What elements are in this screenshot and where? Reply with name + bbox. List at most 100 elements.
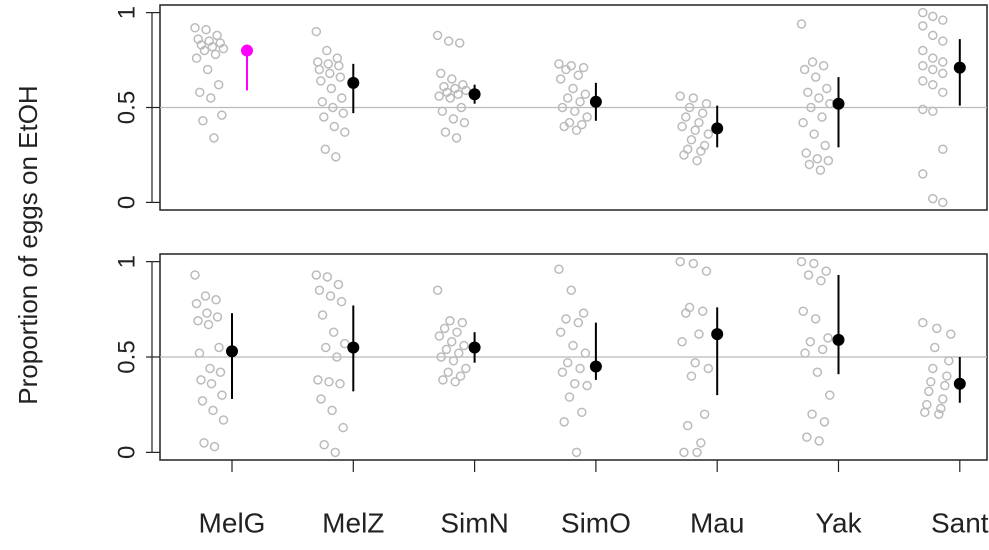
data-point xyxy=(934,409,944,419)
data-point xyxy=(561,314,571,324)
data-point xyxy=(217,390,227,400)
data-point xyxy=(930,342,940,353)
data-point xyxy=(928,193,938,204)
data-point xyxy=(206,93,216,103)
data-point xyxy=(577,407,587,418)
data-point xyxy=(324,377,334,387)
data-point xyxy=(690,357,700,368)
data-point xyxy=(333,279,344,290)
data-point xyxy=(311,26,322,37)
data-point xyxy=(340,127,350,137)
data-point xyxy=(703,129,714,139)
data-point xyxy=(697,306,708,316)
data-point xyxy=(701,98,712,109)
data-point xyxy=(804,159,815,170)
data-point xyxy=(928,106,938,117)
data-point xyxy=(212,312,223,322)
data-point xyxy=(194,87,205,98)
data-point xyxy=(562,93,573,103)
y-tick-label: 0.5 xyxy=(113,340,140,373)
data-point xyxy=(928,79,938,90)
data-point xyxy=(936,403,946,414)
data-point xyxy=(799,64,810,75)
data-point xyxy=(203,319,214,330)
data-point xyxy=(432,30,443,41)
data-point xyxy=(461,363,471,374)
data-point xyxy=(928,64,938,75)
data-point xyxy=(918,169,928,179)
data-point xyxy=(699,409,710,419)
data-point xyxy=(938,57,948,67)
data-point xyxy=(218,415,229,425)
data-point xyxy=(578,308,589,318)
data-point xyxy=(328,327,339,337)
data-point xyxy=(571,447,582,458)
data-point xyxy=(918,45,928,56)
data-point xyxy=(684,302,695,313)
data-point xyxy=(575,363,585,374)
data-point xyxy=(213,79,224,90)
data-point xyxy=(817,112,827,122)
data-point xyxy=(918,21,928,31)
data-point xyxy=(800,348,810,358)
data-point xyxy=(454,348,464,358)
data-point xyxy=(454,38,465,48)
data-point xyxy=(445,316,455,326)
data-point xyxy=(697,108,708,118)
data-point xyxy=(679,150,689,160)
data-point xyxy=(193,316,203,326)
data-point xyxy=(452,327,462,337)
data-point xyxy=(200,291,211,301)
mean-point xyxy=(832,97,845,110)
data-point xyxy=(332,352,342,362)
data-point xyxy=(323,59,334,69)
data-point xyxy=(327,405,337,416)
data-point xyxy=(801,148,811,158)
data-point xyxy=(450,377,460,387)
data-point xyxy=(570,378,580,389)
data-point xyxy=(928,53,938,63)
data-point xyxy=(926,377,936,387)
data-point xyxy=(582,112,592,122)
data-point xyxy=(805,336,816,347)
mean-point xyxy=(589,360,602,373)
data-point xyxy=(821,266,831,276)
data-point xyxy=(198,116,208,126)
data-point xyxy=(694,329,704,339)
data-point xyxy=(434,331,445,341)
data-point xyxy=(208,405,218,416)
data-point xyxy=(432,285,443,295)
data-point xyxy=(810,72,821,82)
data-point xyxy=(218,43,229,54)
data-point xyxy=(317,97,328,107)
data-point xyxy=(210,49,221,60)
data-point xyxy=(322,45,332,56)
data-point xyxy=(214,342,224,353)
data-point xyxy=(701,266,712,276)
data-point xyxy=(326,83,337,94)
data-point xyxy=(803,87,813,98)
data-point xyxy=(571,125,582,136)
data-point xyxy=(688,93,699,103)
mean-point xyxy=(832,333,845,346)
data-point xyxy=(580,348,591,358)
data-point xyxy=(317,310,328,320)
data-point xyxy=(562,357,573,368)
data-point xyxy=(447,74,457,84)
y-tick-label: 1 xyxy=(113,255,140,268)
data-point xyxy=(675,91,685,101)
data-point xyxy=(559,121,569,132)
data-point xyxy=(809,129,819,139)
data-point xyxy=(679,447,689,458)
data-point xyxy=(199,45,210,56)
data-point xyxy=(325,291,336,301)
data-point xyxy=(316,76,326,86)
data-point xyxy=(806,102,816,113)
data-point xyxy=(325,68,335,79)
data-point xyxy=(809,258,819,269)
data-point xyxy=(944,356,954,366)
data-point xyxy=(443,367,453,378)
data-point xyxy=(932,323,942,334)
x-tick-label: SimO xyxy=(561,507,631,538)
data-point xyxy=(810,314,821,324)
